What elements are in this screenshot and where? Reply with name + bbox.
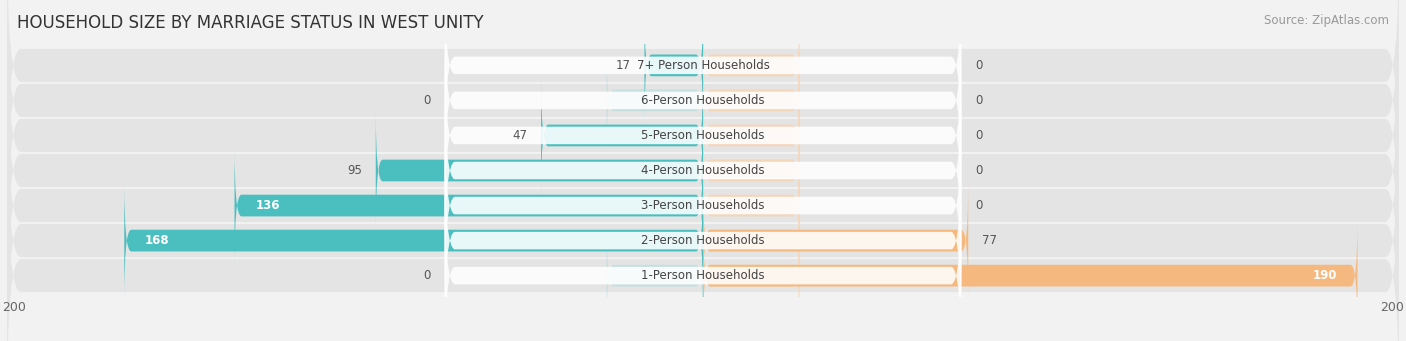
FancyBboxPatch shape <box>7 0 1399 224</box>
FancyBboxPatch shape <box>444 0 962 162</box>
Text: 47: 47 <box>512 129 527 142</box>
FancyBboxPatch shape <box>7 12 1399 259</box>
Text: 0: 0 <box>976 59 983 72</box>
Text: 6-Person Households: 6-Person Households <box>641 94 765 107</box>
Text: 0: 0 <box>423 269 430 282</box>
FancyBboxPatch shape <box>7 117 1399 341</box>
Text: 77: 77 <box>981 234 997 247</box>
Text: 2-Person Households: 2-Person Households <box>641 234 765 247</box>
FancyBboxPatch shape <box>541 76 703 195</box>
Text: 0: 0 <box>976 94 983 107</box>
FancyBboxPatch shape <box>124 181 703 300</box>
FancyBboxPatch shape <box>703 111 800 230</box>
FancyBboxPatch shape <box>444 144 962 337</box>
Text: 0: 0 <box>976 129 983 142</box>
Text: HOUSEHOLD SIZE BY MARRIAGE STATUS IN WEST UNITY: HOUSEHOLD SIZE BY MARRIAGE STATUS IN WES… <box>17 14 484 32</box>
FancyBboxPatch shape <box>703 217 1358 335</box>
FancyBboxPatch shape <box>703 181 969 300</box>
FancyBboxPatch shape <box>703 146 800 265</box>
FancyBboxPatch shape <box>703 41 800 160</box>
Text: 0: 0 <box>976 199 983 212</box>
FancyBboxPatch shape <box>606 217 703 335</box>
FancyBboxPatch shape <box>7 47 1399 294</box>
Text: 4-Person Households: 4-Person Households <box>641 164 765 177</box>
FancyBboxPatch shape <box>7 82 1399 329</box>
FancyBboxPatch shape <box>444 74 962 267</box>
FancyBboxPatch shape <box>375 111 703 230</box>
FancyBboxPatch shape <box>644 6 703 124</box>
FancyBboxPatch shape <box>444 109 962 302</box>
Text: 17: 17 <box>616 59 631 72</box>
FancyBboxPatch shape <box>703 181 800 300</box>
Text: Source: ZipAtlas.com: Source: ZipAtlas.com <box>1264 14 1389 27</box>
FancyBboxPatch shape <box>7 0 1399 189</box>
FancyBboxPatch shape <box>444 4 962 197</box>
Text: 3-Person Households: 3-Person Households <box>641 199 765 212</box>
Text: 95: 95 <box>347 164 361 177</box>
Text: 0: 0 <box>976 164 983 177</box>
FancyBboxPatch shape <box>703 76 800 195</box>
Text: 168: 168 <box>145 234 170 247</box>
Text: 5-Person Households: 5-Person Households <box>641 129 765 142</box>
FancyBboxPatch shape <box>444 39 962 232</box>
FancyBboxPatch shape <box>606 41 703 160</box>
FancyBboxPatch shape <box>444 179 962 341</box>
FancyBboxPatch shape <box>7 152 1399 341</box>
FancyBboxPatch shape <box>703 217 800 335</box>
Text: 190: 190 <box>1312 269 1337 282</box>
Text: 0: 0 <box>423 94 430 107</box>
Text: 136: 136 <box>254 199 280 212</box>
Text: 1-Person Households: 1-Person Households <box>641 269 765 282</box>
Text: 7+ Person Households: 7+ Person Households <box>637 59 769 72</box>
FancyBboxPatch shape <box>703 6 800 124</box>
FancyBboxPatch shape <box>235 146 703 265</box>
